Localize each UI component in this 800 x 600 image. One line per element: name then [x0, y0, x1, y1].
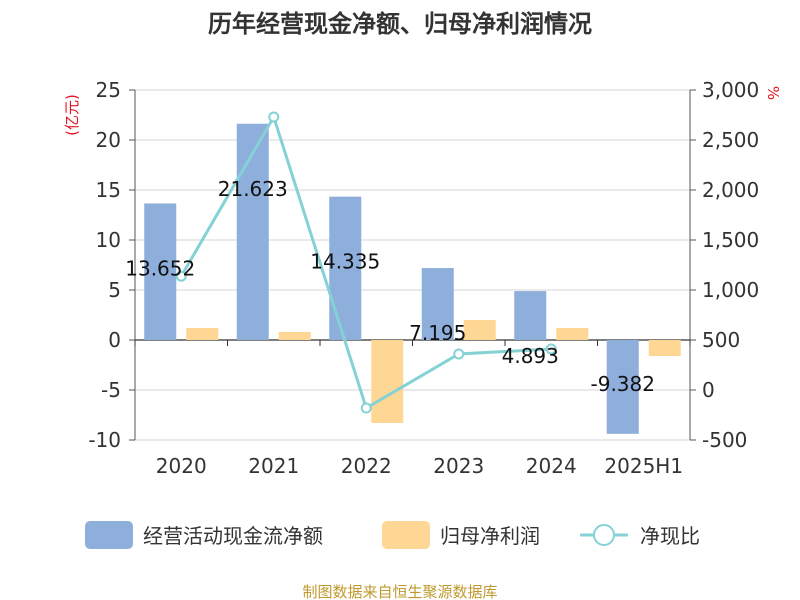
net-profit-bar [278, 332, 311, 340]
y-right-tick-label: 0 [702, 378, 715, 402]
cashflow-data-label: 14.335 [310, 250, 380, 274]
y-right-tick-label: 1,500 [702, 228, 759, 252]
cashflow-data-label: 4.893 [502, 344, 559, 368]
net-profit-legend-label: 归母净利润 [440, 524, 540, 548]
net-profit-bar [371, 340, 404, 423]
ratio-point [175, 270, 187, 282]
ratio-legend-label: 净现比 [640, 524, 700, 548]
cashflow-data-label: 7.195 [409, 321, 466, 345]
x-tick-label: 2020 [156, 454, 207, 478]
cashflow-bar [421, 268, 454, 340]
net-profit-legend-swatch [382, 521, 430, 549]
y-left-tick-label: 0 [108, 328, 121, 352]
y-left-tick-label: -5 [101, 378, 121, 402]
cashflow-bar [514, 291, 547, 340]
y-right-tick-label: 2,000 [702, 178, 759, 202]
cashflow-data-label: 13.652 [125, 256, 195, 280]
x-tick-label: 2025H1 [604, 454, 683, 478]
ratio-legend-marker [593, 524, 615, 546]
y-right-tick-label: 500 [702, 328, 740, 352]
net-profit-bar [556, 328, 589, 340]
cashflow-bar [236, 123, 269, 341]
cashflow-bar [144, 203, 177, 340]
y-right-tick-label: 1,000 [702, 278, 759, 302]
y-left-tick-label: -10 [88, 428, 121, 452]
cashflow-legend-label: 经营活动现金流净额 [143, 524, 323, 548]
source-note: 制图数据来自恒生聚源数据库 [302, 583, 497, 600]
y-right-tick-label: -500 [702, 428, 747, 452]
ratio-point [360, 402, 372, 414]
net-profit-bar [186, 328, 219, 340]
y-right-tick-label: 2,500 [702, 128, 759, 152]
x-tick-label: 2023 [433, 454, 484, 478]
y-left-tick-label: 15 [96, 178, 121, 202]
ratio-point [545, 343, 557, 355]
cashflow-bar [606, 340, 639, 434]
ratio-point [453, 348, 465, 360]
cashflow-data-label: 21.623 [218, 177, 288, 201]
net-profit-bar [648, 340, 681, 356]
x-tick-label: 2021 [248, 454, 299, 478]
chart-title: 历年经营现金净额、归母净利润情况 [208, 10, 592, 38]
cashflow-bar [329, 196, 362, 340]
y-left-tick-label: 20 [96, 128, 121, 152]
y-left-tick-label: 25 [96, 78, 121, 102]
y-left-unit-label: (亿元) [63, 94, 81, 136]
x-tick-label: 2024 [526, 454, 577, 478]
y-right-tick-label: 3,000 [702, 78, 759, 102]
ratio-point [268, 111, 280, 123]
net-profit-bar [463, 320, 496, 340]
y-left-tick-label: 5 [108, 278, 121, 302]
cashflow-data-label: -9.382 [591, 372, 655, 396]
x-tick-label: 2022 [341, 454, 392, 478]
y-left-tick-label: 10 [96, 228, 121, 252]
y-right-unit-label: % [764, 86, 782, 100]
cashflow-legend-swatch [85, 521, 133, 549]
